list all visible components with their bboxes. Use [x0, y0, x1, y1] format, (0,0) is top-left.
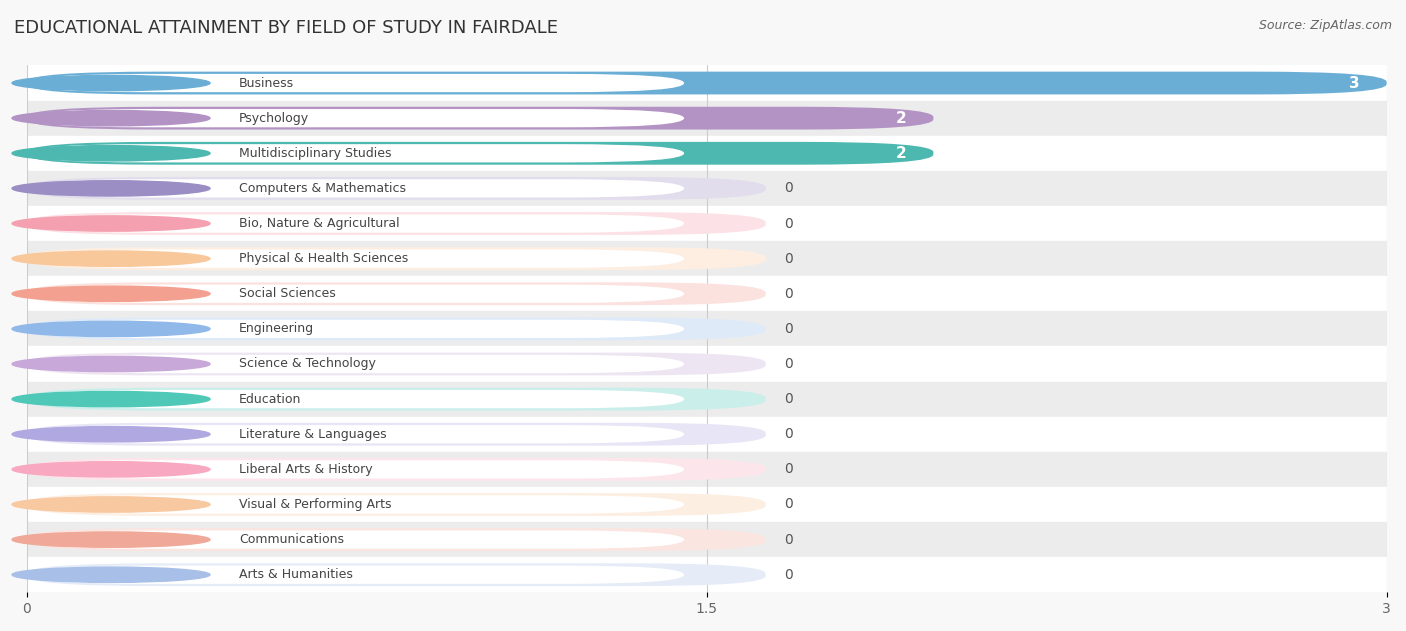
Text: Communications: Communications — [239, 533, 344, 546]
FancyBboxPatch shape — [27, 320, 685, 338]
Bar — [27, 346, 1386, 382]
FancyBboxPatch shape — [27, 177, 766, 200]
Text: Source: ZipAtlas.com: Source: ZipAtlas.com — [1258, 19, 1392, 32]
Bar — [27, 452, 1386, 487]
FancyBboxPatch shape — [27, 247, 766, 270]
Text: 0: 0 — [783, 181, 793, 196]
FancyBboxPatch shape — [27, 495, 685, 514]
Bar — [27, 311, 1386, 346]
FancyBboxPatch shape — [27, 212, 766, 235]
Text: Arts & Humanities: Arts & Humanities — [239, 569, 353, 581]
FancyBboxPatch shape — [27, 179, 685, 198]
Text: Computers & Mathematics: Computers & Mathematics — [239, 182, 406, 195]
Circle shape — [13, 532, 209, 547]
Text: 0: 0 — [783, 533, 793, 546]
FancyBboxPatch shape — [27, 109, 685, 127]
Circle shape — [13, 427, 209, 442]
Circle shape — [13, 110, 209, 126]
Text: Education: Education — [239, 392, 301, 406]
FancyBboxPatch shape — [27, 353, 766, 375]
FancyBboxPatch shape — [27, 249, 685, 268]
FancyBboxPatch shape — [27, 74, 685, 92]
FancyBboxPatch shape — [27, 458, 766, 481]
Circle shape — [13, 462, 209, 477]
FancyBboxPatch shape — [27, 355, 685, 373]
Bar — [27, 100, 1386, 136]
Text: Science & Technology: Science & Technology — [239, 358, 375, 370]
Circle shape — [13, 357, 209, 372]
Bar — [27, 522, 1386, 557]
Circle shape — [13, 216, 209, 231]
Text: Psychology: Psychology — [239, 112, 309, 125]
FancyBboxPatch shape — [27, 144, 685, 162]
FancyBboxPatch shape — [27, 107, 934, 129]
FancyBboxPatch shape — [27, 142, 934, 165]
Bar — [27, 206, 1386, 241]
Text: Visual & Performing Arts: Visual & Performing Arts — [239, 498, 391, 511]
Text: 0: 0 — [783, 252, 793, 266]
Text: 0: 0 — [783, 427, 793, 441]
Circle shape — [13, 180, 209, 196]
Text: 0: 0 — [783, 357, 793, 371]
FancyBboxPatch shape — [27, 531, 685, 549]
Text: 0: 0 — [783, 216, 793, 230]
FancyBboxPatch shape — [27, 565, 685, 584]
Text: Liberal Arts & History: Liberal Arts & History — [239, 463, 373, 476]
Circle shape — [13, 567, 209, 582]
Bar — [27, 136, 1386, 171]
Text: 0: 0 — [783, 392, 793, 406]
Circle shape — [13, 321, 209, 336]
Bar — [27, 276, 1386, 311]
Bar — [27, 416, 1386, 452]
FancyBboxPatch shape — [27, 317, 766, 340]
FancyBboxPatch shape — [27, 460, 685, 478]
Text: 2: 2 — [896, 110, 907, 126]
FancyBboxPatch shape — [27, 72, 1386, 95]
FancyBboxPatch shape — [27, 285, 685, 303]
Circle shape — [13, 286, 209, 302]
Bar — [27, 66, 1386, 100]
Bar — [27, 382, 1386, 416]
Text: Engineering: Engineering — [239, 322, 314, 336]
Text: Business: Business — [239, 76, 294, 90]
Text: Social Sciences: Social Sciences — [239, 287, 336, 300]
FancyBboxPatch shape — [27, 282, 766, 305]
Bar — [27, 171, 1386, 206]
FancyBboxPatch shape — [27, 528, 766, 551]
Text: 0: 0 — [783, 497, 793, 512]
Text: 2: 2 — [896, 146, 907, 161]
Circle shape — [13, 251, 209, 266]
FancyBboxPatch shape — [27, 390, 685, 408]
FancyBboxPatch shape — [27, 215, 685, 233]
Text: 0: 0 — [783, 322, 793, 336]
Text: 0: 0 — [783, 568, 793, 582]
Circle shape — [13, 146, 209, 161]
Text: Physical & Health Sciences: Physical & Health Sciences — [239, 252, 408, 265]
Bar — [27, 557, 1386, 593]
Text: 3: 3 — [1348, 76, 1360, 90]
Text: 0: 0 — [783, 463, 793, 476]
Text: Bio, Nature & Agricultural: Bio, Nature & Agricultural — [239, 217, 399, 230]
Text: Literature & Languages: Literature & Languages — [239, 428, 387, 440]
FancyBboxPatch shape — [27, 563, 766, 586]
Text: EDUCATIONAL ATTAINMENT BY FIELD OF STUDY IN FAIRDALE: EDUCATIONAL ATTAINMENT BY FIELD OF STUDY… — [14, 19, 558, 37]
Circle shape — [13, 391, 209, 407]
FancyBboxPatch shape — [27, 423, 766, 445]
Text: 0: 0 — [783, 286, 793, 301]
FancyBboxPatch shape — [27, 387, 766, 411]
Circle shape — [13, 497, 209, 512]
FancyBboxPatch shape — [27, 493, 766, 516]
FancyBboxPatch shape — [27, 425, 685, 444]
Text: Multidisciplinary Studies: Multidisciplinary Studies — [239, 147, 391, 160]
Bar — [27, 241, 1386, 276]
Bar — [27, 487, 1386, 522]
Circle shape — [13, 75, 209, 91]
